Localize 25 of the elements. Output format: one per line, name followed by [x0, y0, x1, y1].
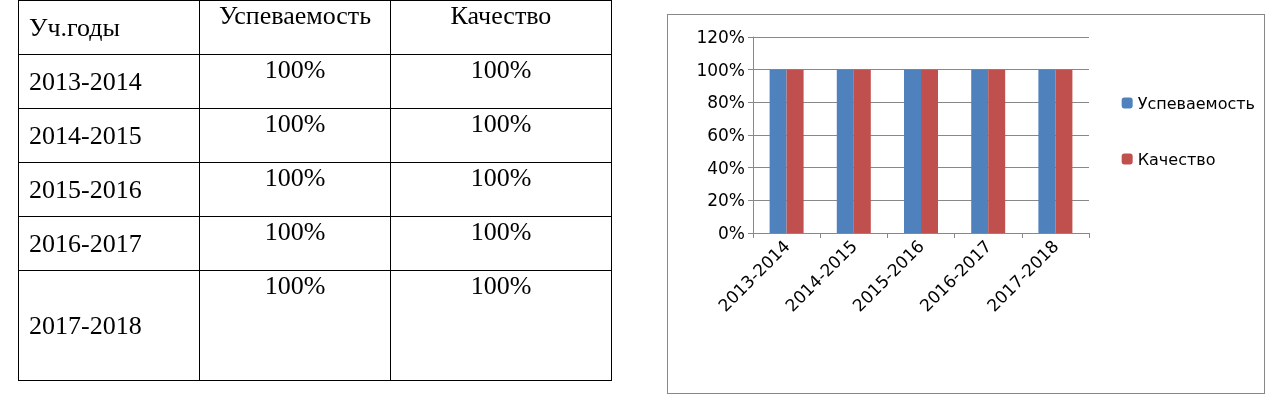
y-tick-label: 40%: [707, 157, 745, 178]
y-tick-label: 20%: [707, 190, 745, 211]
text: Качество: [390, 0, 612, 55]
text: Успеваемость: [199, 0, 391, 55]
y-tick-label: 100%: [696, 59, 745, 80]
legend-label: Успеваемость: [1137, 93, 1256, 113]
y-tick-label: 60%: [707, 125, 745, 145]
text: 2013-2014: [18, 54, 200, 109]
text: Уч.годы: [18, 0, 200, 55]
text: 100%: [390, 54, 612, 109]
text: 100%: [390, 108, 612, 163]
legend-label: Качество: [1137, 149, 1216, 169]
text: 100%: [199, 108, 391, 163]
text: 100%: [199, 270, 391, 381]
text: 100%: [390, 216, 612, 271]
y-tick-label: 0%: [718, 223, 745, 243]
text: 100%: [390, 162, 612, 217]
text: 100%: [199, 216, 391, 271]
text: 100%: [199, 162, 391, 217]
text: 2014-2015: [18, 108, 200, 163]
text: 100%: [199, 54, 391, 109]
text: 100%: [390, 270, 612, 381]
text: 2015-2016: [18, 162, 200, 217]
y-tick-label: 80%: [707, 92, 745, 113]
y-tick-label: 120%: [696, 27, 745, 47]
